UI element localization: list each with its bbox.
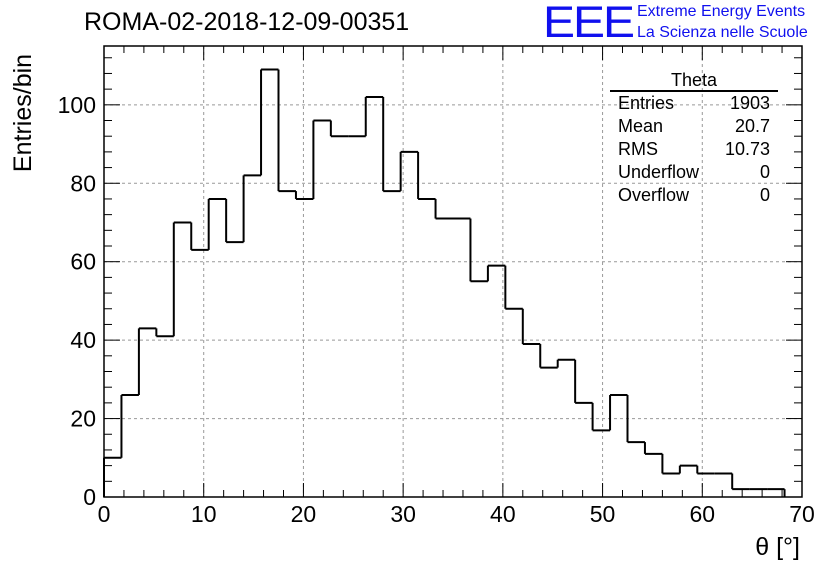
x-axis-label: θ [°] <box>755 533 800 561</box>
stats-label: Overflow <box>618 185 690 205</box>
eee-logo: EEE <box>543 0 635 47</box>
x-tick-label: 60 <box>689 501 715 527</box>
y-tick-label: 0 <box>83 484 96 510</box>
x-tick-label: 20 <box>291 501 317 527</box>
stats-row-entries: Entries 1903 <box>610 92 778 115</box>
x-tick-label: 40 <box>490 501 516 527</box>
x-tick-label: 50 <box>590 501 616 527</box>
stats-label: Mean <box>618 116 664 136</box>
y-tick-label: 60 <box>70 249 96 275</box>
stats-row-rms: RMS 10.73 <box>610 138 778 161</box>
stats-value: 0 <box>759 185 770 205</box>
stats-label: Underflow <box>618 162 700 182</box>
stats-row-overflow: Overflow 0 <box>610 184 778 207</box>
stats-value: 0 <box>759 162 770 182</box>
x-tick-label: 70 <box>789 501 815 527</box>
stats-value: 1903 <box>729 93 770 113</box>
y-axis-label: Entries/bin <box>9 53 37 173</box>
stats-value: 20.7 <box>734 116 770 136</box>
stats-value: 10.73 <box>724 139 770 159</box>
logo-subtitle-line1: Extreme Energy Events <box>637 3 806 20</box>
y-tick-label: 20 <box>70 406 96 432</box>
y-tick-label: 100 <box>58 92 96 118</box>
x-tick-label: 30 <box>390 501 416 527</box>
stats-label: Entries <box>618 93 675 113</box>
plot-frame <box>103 45 803 498</box>
stats-row-underflow: Underflow 0 <box>610 161 778 184</box>
y-tick-label: 80 <box>70 170 96 196</box>
x-tick-label: 0 <box>98 501 111 527</box>
run-title: ROMA-02-2018-12-09-00351 <box>84 8 410 36</box>
stats-box: Theta Entries 1903 Mean 20.7 RMS 10.73 U… <box>610 70 778 207</box>
stats-label: RMS <box>618 139 658 159</box>
stats-row-mean: Mean 20.7 <box>610 115 778 138</box>
x-tick-label: 10 <box>191 501 217 527</box>
stats-title: Theta <box>610 70 778 92</box>
y-tick-label: 40 <box>70 327 96 353</box>
logo-subtitle-line2: La Scienza nelle Scuole <box>637 24 808 41</box>
